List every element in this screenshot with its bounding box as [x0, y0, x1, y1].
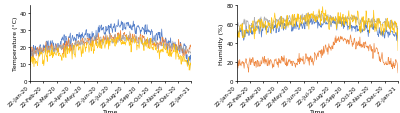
- Y-axis label: Humidity (%): Humidity (%): [219, 23, 224, 64]
- X-axis label: Time: Time: [103, 109, 118, 113]
- YN: [93, 44, 98, 45]
- Line: SC: SC: [30, 32, 192, 65]
- GD: [62, 35, 66, 36]
- EG: [299, 59, 304, 60]
- EG: [28, 62, 32, 63]
- YN: [182, 58, 187, 59]
- GD: [300, 28, 305, 30]
- SC: [166, 44, 171, 46]
- GD: [279, 20, 284, 21]
- YN: [189, 71, 194, 73]
- GD: [182, 44, 187, 45]
- SC: [299, 19, 304, 20]
- SC: [278, 22, 283, 23]
- GD: [396, 38, 400, 40]
- EG: [268, 60, 273, 61]
- YN: [166, 54, 171, 56]
- SC: [268, 26, 273, 28]
- EG: [92, 40, 97, 42]
- Line: YN: YN: [30, 35, 192, 72]
- GD: [234, 52, 239, 54]
- EG: [234, 62, 239, 64]
- SC: [28, 64, 32, 66]
- EG: [396, 73, 400, 74]
- EG: [118, 30, 123, 32]
- SC: [396, 41, 400, 43]
- EG: [373, 51, 378, 52]
- YN: [373, 25, 378, 26]
- GD: [299, 22, 304, 24]
- Line: GD: GD: [236, 17, 398, 53]
- SC: [127, 32, 132, 33]
- GD: [373, 28, 378, 30]
- EG: [189, 53, 194, 55]
- SC: [373, 22, 378, 23]
- YN: [388, 24, 393, 25]
- SC: [298, 20, 303, 22]
- GD: [92, 37, 97, 39]
- Line: EG: EG: [30, 31, 192, 62]
- GD: [116, 20, 121, 21]
- EG: [166, 45, 171, 47]
- YN: [278, 16, 283, 18]
- GD: [28, 61, 32, 62]
- YN: [299, 23, 304, 25]
- SC: [92, 36, 97, 38]
- GD: [166, 40, 171, 42]
- Y-axis label: Temperature (°C): Temperature (°C): [13, 17, 18, 70]
- SC: [182, 53, 187, 54]
- EG: [298, 58, 303, 59]
- SC: [62, 46, 66, 47]
- SC: [234, 43, 239, 44]
- EG: [62, 49, 66, 50]
- YN: [396, 50, 400, 52]
- YN: [234, 51, 239, 52]
- GD: [388, 31, 393, 33]
- Line: GD: GD: [30, 20, 192, 71]
- SC: [72, 47, 77, 48]
- YN: [28, 68, 32, 70]
- YN: [298, 22, 303, 23]
- YN: [320, 7, 325, 8]
- X-axis label: Time: Time: [310, 109, 325, 113]
- EG: [348, 35, 353, 36]
- GD: [189, 71, 194, 72]
- Line: EG: EG: [236, 35, 398, 73]
- EG: [182, 49, 187, 51]
- SC: [93, 36, 98, 37]
- EG: [278, 63, 283, 64]
- GD: [278, 17, 283, 18]
- GD: [268, 28, 273, 29]
- YN: [72, 54, 77, 56]
- Line: YN: YN: [236, 8, 398, 52]
- EG: [388, 58, 393, 59]
- SC: [388, 28, 393, 30]
- SC: [189, 58, 194, 59]
- YN: [62, 55, 66, 57]
- YN: [92, 50, 97, 52]
- SC: [317, 11, 322, 12]
- YN: [268, 33, 273, 34]
- EG: [72, 46, 77, 47]
- GD: [72, 37, 77, 38]
- Line: SC: SC: [236, 11, 398, 44]
- GD: [93, 37, 98, 39]
- EG: [93, 39, 98, 40]
- YN: [117, 34, 122, 35]
